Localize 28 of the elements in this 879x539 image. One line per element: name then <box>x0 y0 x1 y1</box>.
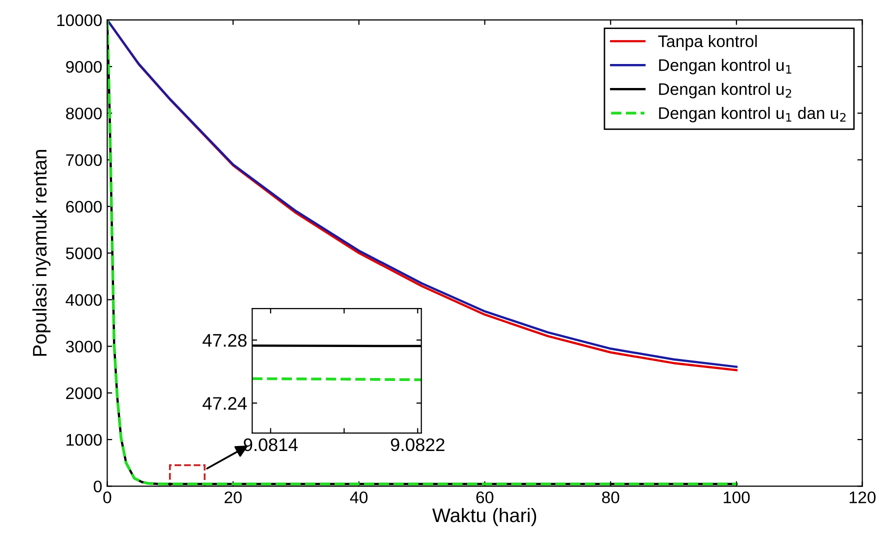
y-tick-label: 7000 <box>66 154 102 166</box>
y-tick-label: 47.24 <box>202 397 247 410</box>
y-tick-label: 9000 <box>66 60 102 73</box>
x-tick-label: 120 <box>850 491 876 504</box>
y-tick-label: 47.28 <box>202 334 247 347</box>
x-axis-title: Waktu (hari) <box>432 508 536 526</box>
y-tick-label: 8000 <box>66 108 102 120</box>
x-tick-label: 9.0814 <box>244 438 298 452</box>
y-tick-label: 3000 <box>66 340 102 353</box>
y-tick-label: 1000 <box>66 434 102 446</box>
x-tick-label: 40 <box>350 491 368 504</box>
y-tick-label: 2000 <box>66 387 102 400</box>
x-tick-label: 0 <box>103 491 112 504</box>
y-tick-label: 6000 <box>66 200 102 213</box>
y-axis-title: Populasi nyamuk rentan <box>32 150 50 356</box>
legend-label: Dengan kontrol u$_{1}$ dan u$_{2}$ <box>659 106 846 122</box>
y-tick-label: 0 <box>94 480 102 492</box>
x-tick-label: 80 <box>602 491 620 504</box>
legend-label: Dengan kontrol u$_{2}$ <box>659 82 792 98</box>
y-tick-label: 4000 <box>66 294 102 306</box>
y-tick-label: 5000 <box>66 247 102 260</box>
legend-label: Tanpa kontrol <box>658 34 757 50</box>
x-tick-label: 100 <box>724 491 750 504</box>
x-tick-label: 60 <box>476 491 494 504</box>
y-tick-label: 10000 <box>57 14 102 26</box>
x-tick-label: 9.0822 <box>390 438 444 452</box>
legend-label: Dengan kontrol u$_{1}$ <box>659 58 792 74</box>
x-tick-label: 20 <box>224 491 242 504</box>
